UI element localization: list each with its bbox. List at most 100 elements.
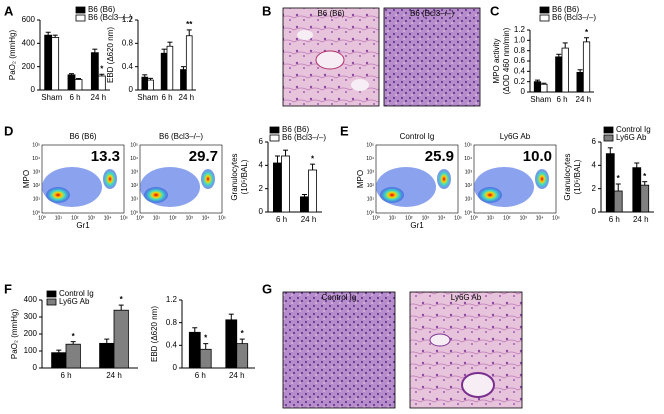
flow-core bbox=[535, 169, 549, 189]
y-tick-label: 0 bbox=[31, 85, 36, 94]
legend-label: B6 (Bcl3–/–) bbox=[88, 13, 132, 22]
bar bbox=[51, 37, 60, 91]
flow-x-tick: 10¹ bbox=[153, 215, 161, 221]
legend-label: Ly6G Ab bbox=[616, 133, 647, 142]
bar bbox=[225, 319, 238, 369]
flow-y-tick: 10² bbox=[131, 183, 139, 189]
panel-letter: D bbox=[4, 123, 13, 138]
y-tick-label: 6 bbox=[592, 137, 597, 146]
legend-label: B6 (Bcl3–/–) bbox=[282, 133, 326, 142]
flow-y-tick: 10² bbox=[465, 183, 473, 189]
y-tick-label: 0.4 bbox=[122, 62, 134, 71]
flow-y-tick: 10⁴ bbox=[366, 156, 374, 162]
bar bbox=[113, 309, 129, 369]
bar-chart: 0 2 4 6 Granulocytes (10⁵/BAL) 6 h * 24 h * Contro… bbox=[563, 125, 654, 224]
bar bbox=[44, 34, 53, 91]
flow-y-tick: 10⁴ bbox=[32, 156, 40, 162]
bar bbox=[74, 79, 83, 91]
flow-y-tick: 10² bbox=[33, 183, 41, 189]
flow-y-tick: 10⁰ bbox=[464, 210, 472, 216]
bar bbox=[160, 52, 168, 91]
bar bbox=[632, 167, 642, 213]
y-tick-label: 2 bbox=[259, 184, 264, 193]
flow-x-tick: 10⁵ bbox=[218, 215, 226, 221]
flow-y-tick: 10⁰ bbox=[130, 210, 138, 216]
bar bbox=[540, 83, 548, 93]
flow-y-tick: 10³ bbox=[465, 170, 473, 176]
bar bbox=[51, 352, 67, 369]
flow-x-tick: 10⁰ bbox=[38, 215, 46, 221]
y-axis-label: PaO₂ (mmHg) bbox=[8, 30, 17, 81]
x-tick-label: 6 h bbox=[60, 371, 71, 380]
legend-swatch bbox=[46, 290, 57, 298]
x-tick-label: Sham bbox=[137, 93, 158, 102]
legend-swatch bbox=[539, 14, 550, 22]
significance: * bbox=[204, 334, 208, 343]
panel-letter: E bbox=[340, 123, 349, 138]
bar bbox=[99, 342, 115, 369]
flow-title: B6 (B6) bbox=[69, 132, 96, 141]
flow-core bbox=[201, 169, 215, 189]
bar bbox=[640, 184, 650, 213]
flow-x-tick: 10³ bbox=[186, 215, 194, 221]
flow-x-label: Gr1 bbox=[410, 221, 424, 230]
flow-value: 10.0 bbox=[523, 148, 552, 165]
significance: ** bbox=[186, 20, 193, 29]
bar bbox=[185, 35, 193, 91]
significance: * bbox=[643, 172, 647, 181]
flow-y-tick: 10¹ bbox=[465, 197, 473, 203]
bar bbox=[561, 47, 569, 93]
flow-x-tick: 10³ bbox=[422, 215, 430, 221]
x-tick-label: 6 h bbox=[195, 371, 206, 380]
flow-value: 13.3 bbox=[91, 148, 120, 165]
x-tick-label: Sham bbox=[41, 93, 62, 102]
y-tick-label: 1.2 bbox=[166, 295, 178, 304]
bar bbox=[299, 196, 309, 213]
y-tick-label: 0 bbox=[259, 207, 264, 216]
bar bbox=[533, 81, 542, 93]
flow-x-tick: 10⁴ bbox=[202, 215, 210, 221]
flow-title: Control Ig bbox=[400, 132, 435, 141]
legend-label: Ly6G Ab bbox=[59, 297, 90, 306]
y-axis-label: EBD (Δ620 nm) bbox=[150, 306, 159, 362]
significance: * bbox=[241, 329, 245, 338]
bar bbox=[582, 41, 591, 93]
significance: * bbox=[311, 154, 315, 163]
y-tick-label: 0.8 bbox=[166, 318, 178, 327]
flow-x-tick: 10³ bbox=[520, 215, 528, 221]
legend-swatch bbox=[603, 126, 614, 134]
bar bbox=[65, 343, 81, 369]
legend-swatch bbox=[75, 14, 86, 22]
bar bbox=[199, 348, 212, 369]
bar bbox=[180, 69, 187, 91]
histology-b bbox=[282, 7, 481, 107]
x-tick-label: 6 h bbox=[609, 215, 620, 224]
flow-x-tick: 10⁵ bbox=[454, 215, 462, 221]
flow-x-tick: 10² bbox=[71, 215, 79, 221]
x-tick-label: 6 h bbox=[69, 93, 80, 102]
significance: * bbox=[72, 332, 76, 341]
significance: * bbox=[100, 64, 104, 73]
bar bbox=[555, 56, 563, 93]
flow-y-tick: 10³ bbox=[131, 170, 139, 176]
legend-label: B6 (B6) bbox=[552, 5, 579, 14]
y-tick-label: 300 bbox=[24, 312, 38, 321]
x-tick-label: Sham bbox=[530, 95, 551, 104]
y-tick-label: 4 bbox=[592, 160, 597, 169]
bar bbox=[308, 169, 318, 213]
flow-title: Ly6G Ab bbox=[500, 132, 531, 141]
flow-y-label: MPO bbox=[356, 170, 365, 188]
y-tick-label: 600 bbox=[22, 15, 36, 24]
x-tick-label: 6 h bbox=[556, 95, 567, 104]
bar-chart: 0 0.4 0.8 1.2 EBD (Δ620 nm) Sham 6 h 24 h ** bbox=[106, 15, 196, 102]
flow-x-tick: 10¹ bbox=[487, 215, 495, 221]
x-tick-label: 24 h bbox=[179, 93, 195, 102]
legend-label: B6 (B6) bbox=[282, 125, 309, 134]
y-tick-label: 100 bbox=[24, 346, 38, 355]
bar-chart: 0 100 200 300 400 PaO₂ (mmHg) 6 h * 24 h * Control… bbox=[10, 289, 138, 380]
y-tick-label: 6 bbox=[259, 137, 264, 146]
y-tick-label: 0 bbox=[592, 207, 597, 216]
y-axis-label: EBD (Δ620 nm) bbox=[106, 27, 115, 83]
flow-x-tick: 10² bbox=[503, 215, 511, 221]
